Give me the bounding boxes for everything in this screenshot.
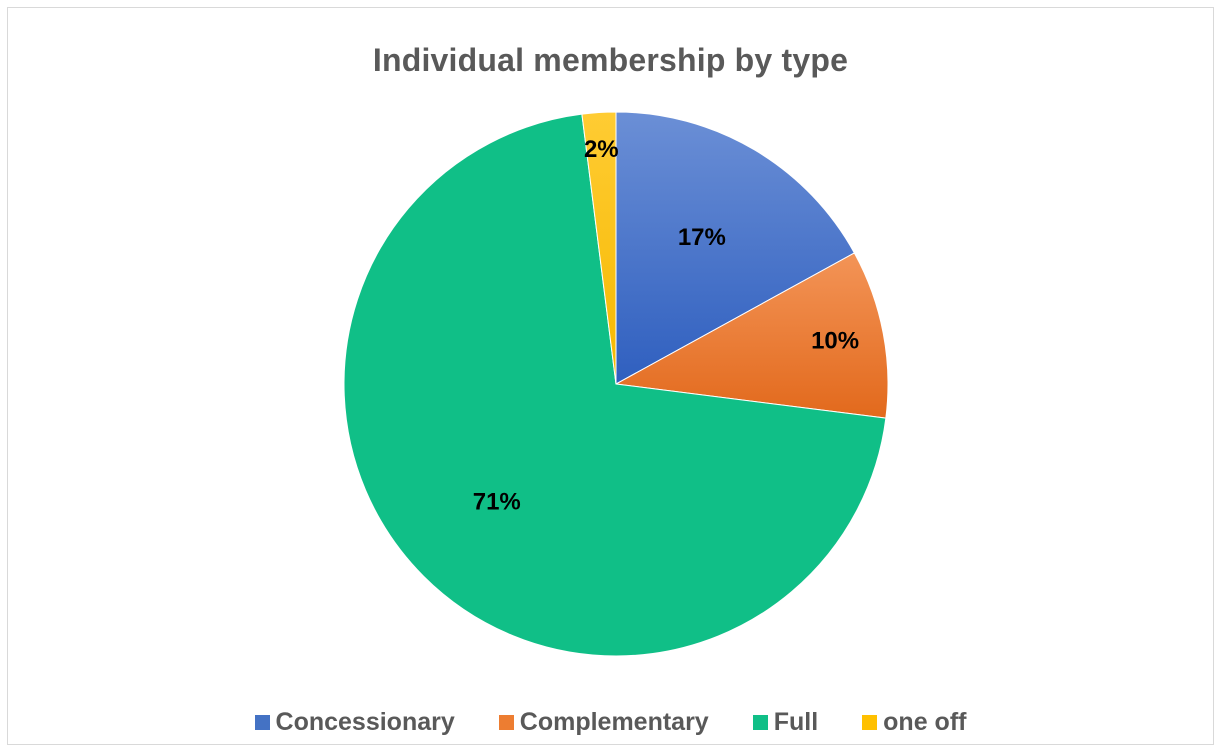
chart-frame: Individual membership by type 17% 10% 71% 2…	[7, 7, 1214, 745]
data-label-complementary: 10%	[811, 328, 859, 355]
legend-item-concessionary: Concessionary	[254, 708, 455, 737]
legend-swatch	[498, 715, 514, 730]
pie-slice-one-off	[581, 111, 617, 385]
legend-label: one off	[883, 708, 967, 736]
data-label-full: 71%	[473, 489, 521, 516]
pie-slice-complementary	[614, 252, 889, 419]
pie-slice-full	[343, 113, 887, 657]
legend-swatch	[862, 715, 878, 730]
legend-label: Complementary	[519, 708, 709, 736]
data-label-concessionary: 17%	[678, 224, 726, 251]
pie-slice-concessionary	[615, 111, 856, 385]
legend-swatch	[254, 715, 270, 730]
legend-swatch	[752, 715, 768, 730]
legend-item-complementary: Complementary	[498, 708, 709, 737]
legend-item-one-off: one off	[862, 708, 966, 737]
legend: Concessionary Complementary Full one off	[8, 708, 1213, 737]
data-label-one-off: 2%	[584, 136, 619, 163]
legend-label: Full	[773, 708, 819, 736]
legend-item-full: Full	[752, 708, 819, 737]
legend-label: Concessionary	[275, 708, 455, 736]
chart-title: Individual membership by type	[372, 42, 849, 78]
pie-chart: 17% 10% 71% 2%	[343, 111, 889, 657]
